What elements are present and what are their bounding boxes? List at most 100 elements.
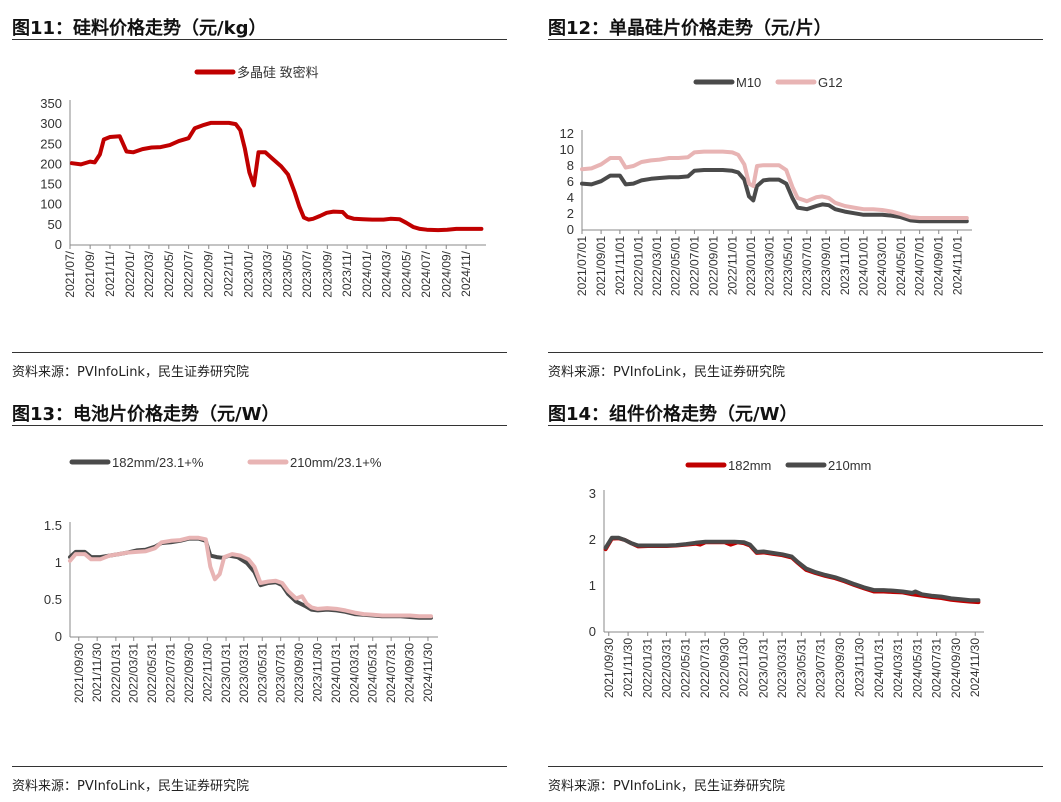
x-tick-label: 2024/03/01: [875, 236, 889, 296]
x-tick-label: 2021/09/01: [594, 236, 608, 296]
source-note: 资料来源：PVInfoLink，民生证券研究院: [548, 779, 785, 794]
x-tick-label: 2022/07/: [182, 250, 196, 297]
y-tick-label: 1: [589, 578, 596, 593]
legend-label: 多晶硅 致密料: [237, 65, 319, 80]
source-divider: [548, 352, 1043, 353]
x-tick-label: 2023/09/01: [819, 236, 833, 296]
x-tick-label: 2023/07/: [300, 250, 314, 297]
y-tick-label: 8: [567, 158, 574, 173]
x-tick-label: 2022/05/31: [145, 643, 159, 703]
x-tick-label: 2022/03/: [142, 250, 156, 297]
legend-label: 182mm/23.1+%: [112, 455, 204, 470]
source-note: 资料来源：PVInfoLink，民生证券研究院: [12, 779, 249, 794]
x-tick-label: 2024/01/31: [329, 643, 343, 703]
x-tick-label: 2022/09/30: [182, 643, 196, 703]
x-tick-label: 2024/07/01: [913, 236, 927, 296]
x-tick-label: 2023/09/: [320, 250, 334, 297]
title-divider: [548, 425, 1043, 426]
y-tick-label: 0.5: [44, 592, 62, 607]
cell-price-chart: 0 0.5 1 1.5 2021/09/30 2021/11/30 2022/01/31 20…: [44, 455, 438, 703]
x-tick-label: 2024/01/01: [857, 236, 871, 296]
x-tick-label: 2021/09/: [83, 250, 97, 297]
y-tick-label: 350: [40, 96, 62, 111]
x-tick-label: 2021/09/30: [602, 638, 616, 698]
source-note: 资料来源：PVInfoLink，民生证券研究院: [12, 365, 249, 380]
x-tick-label: 2023/01/: [241, 250, 255, 297]
x-tick-label: 2024/05/31: [910, 638, 924, 698]
x-tick-label: 2024/11/: [459, 250, 473, 296]
series-line: [603, 535, 981, 603]
y-tick-label: 6: [567, 174, 574, 189]
x-tick-label: 2022/05/01: [669, 236, 683, 296]
silicon-price-chart: 0 50 100 150 200 250 300 350 2021/07/2021/09/202…: [40, 65, 486, 298]
source-note: 资料来源：PVInfoLink，民生证券研究院: [548, 365, 785, 380]
x-tick-label: 2024/11/30: [421, 643, 435, 702]
x-tick-label: 2022/09/: [202, 250, 216, 297]
x-tick-label: 2022/01/: [123, 250, 137, 297]
x-tick-label: 2022/11/01: [725, 236, 739, 295]
y-tick-label: 250: [40, 136, 62, 151]
x-tick-label: 2023/01/31: [756, 638, 770, 698]
x-tick-label: 2023/09/30: [292, 643, 306, 703]
x-tick-label: 2024/05/31: [366, 643, 380, 703]
x-tick-label: 2021/07/: [63, 250, 77, 297]
y-tick-label: 10: [560, 142, 574, 157]
x-tick-label: 2021/11/01: [613, 236, 627, 295]
x-tick-label: 2024/03/31: [891, 638, 905, 698]
series-line: [580, 168, 969, 224]
y-tick-label: 0: [55, 237, 62, 252]
x-tick-label: 2021/09/30: [72, 643, 86, 703]
y-tick-label: 4: [567, 190, 574, 205]
source-divider: [12, 766, 507, 767]
legend-label: 210mm/23.1+%: [290, 455, 382, 470]
x-tick-label: 2022/01/31: [109, 643, 123, 703]
chart-title: 图14：组件价格走势（元/W）: [548, 404, 798, 425]
x-tick-label: 2021/11/30: [621, 638, 635, 697]
legend-label: G12: [818, 75, 843, 90]
chart-title: 图11：硅料价格走势（元/kg）: [12, 18, 267, 39]
y-tick-label: 1: [55, 555, 62, 570]
series-line: [69, 120, 484, 233]
y-tick-label: 12: [560, 126, 574, 141]
chart-panel-fig12: 图12：单晶硅片价格走势（元/片） 0 2 4 6 8 10 12 2021/07/01 202…: [548, 0, 1043, 390]
x-tick-label: 2024/09/30: [403, 643, 417, 703]
x-tick-label: 2024/09/: [439, 250, 453, 297]
x-tick-label: 2024/05/01: [894, 236, 908, 296]
source-divider: [12, 352, 507, 353]
title-divider: [548, 39, 1043, 40]
legend-label: 182mm: [728, 458, 771, 473]
legend-label: 210mm: [828, 458, 871, 473]
x-tick-label: 2023/03/01: [762, 236, 776, 296]
x-tick-label: 2022/03/31: [127, 643, 141, 703]
x-tick-label: 2023/03/31: [775, 638, 789, 698]
chart-panel-fig14: 图14：组件价格走势（元/W） 0 1 2 3 2021/09/30 2021/11/30…: [548, 396, 1043, 796]
y-tick-label: 150: [40, 177, 62, 192]
y-tick-label: 0: [567, 222, 574, 237]
x-tick-label: 2021/07/01: [575, 236, 589, 296]
legend-label: M10: [736, 75, 761, 90]
chart-panel-fig11: 图11：硅料价格走势（元/kg） 0 50 100 150 200 250 300 350 20…: [12, 0, 507, 390]
x-tick-label: 2023/07/31: [814, 638, 828, 698]
x-tick-label: 2023/11/01: [838, 236, 852, 295]
y-tick-label: 2: [589, 532, 596, 547]
x-tick-label: 2024/03/: [379, 250, 393, 297]
x-tick-label: 2024/05/: [399, 250, 413, 297]
title-divider: [12, 39, 507, 40]
series-line: [580, 149, 969, 220]
x-tick-label: 2022/03/01: [650, 236, 664, 296]
y-tick-label: 100: [40, 197, 62, 212]
x-tick-label: 2022/09/30: [717, 638, 731, 698]
series-line: [68, 536, 433, 620]
x-tick-label: 2023/05/31: [255, 643, 269, 703]
y-tick-label: 0: [55, 629, 62, 644]
x-tick-label: 2023/05/31: [794, 638, 808, 698]
x-tick-label: 2022/07/31: [164, 643, 178, 703]
series-line: [68, 535, 433, 619]
x-tick-label: 2023/01/31: [219, 643, 233, 703]
x-tick-label: 2024/07/: [419, 250, 433, 297]
y-tick-label: 1.5: [44, 518, 62, 533]
x-tick-label: 2023/07/01: [800, 236, 814, 296]
x-tick-label: 2022/09/01: [707, 236, 721, 296]
x-tick-label: 2023/03/31: [237, 643, 251, 703]
